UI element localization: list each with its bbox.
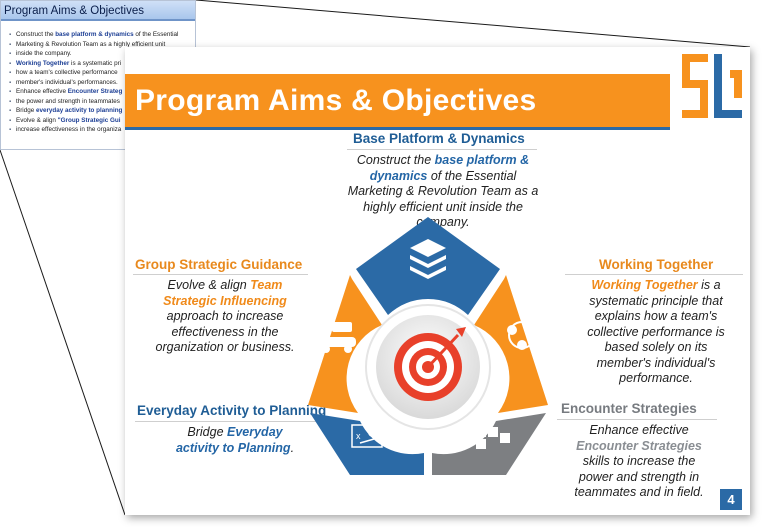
- section-text-working-together: Working Together is a systematic princip…: [587, 278, 725, 385]
- divider: [135, 421, 331, 422]
- section-title-encounter-strategies: Encounter Strategies: [561, 401, 697, 416]
- main-slide[interactable]: Program Aims & Objectives Base Platform …: [125, 47, 750, 515]
- divider: [557, 419, 717, 420]
- thumbnail-bullet: member's individual's performances.: [9, 79, 195, 87]
- thumbnail-bullet: how a team's collective performance: [9, 69, 195, 77]
- title-underline: [125, 127, 670, 130]
- section-text-encounter-strategies: Enhance effective Encounter Strategies s…: [574, 423, 704, 499]
- slide-title: Program Aims & Objectives: [135, 84, 537, 117]
- section-title-everyday-activity: Everyday Activity to Planning: [137, 403, 327, 418]
- team-network-icon: [507, 321, 537, 350]
- puzzle-icon: [476, 427, 510, 449]
- segment-everyday-activity: [310, 413, 424, 475]
- strategy-board-icon: x: [351, 424, 383, 448]
- divider: [565, 274, 743, 275]
- thumbnail-title: Program Aims & Objectives: [1, 1, 195, 21]
- thumbnail-bullet: Evolve & align "Group Strategic Gui: [9, 117, 195, 125]
- section-text-base-platform: Construct the base platform & dynamics o…: [347, 153, 539, 229]
- section-title-group-strategic: Group Strategic Guidance: [135, 257, 303, 272]
- handshake-icon: [320, 322, 356, 353]
- slide-number-badge: 4: [720, 489, 742, 510]
- divider: [133, 274, 308, 275]
- divider: [347, 149, 537, 150]
- thumbnail-bullet: Enhance effective Encounter Strateg: [9, 88, 195, 96]
- thumbnail-bullet: the power and strength in teammates: [9, 98, 195, 106]
- section-title-base-platform: Base Platform & Dynamics: [353, 131, 525, 146]
- segment-working-together: [474, 275, 548, 413]
- thumbnail-bullet: Working Together is a systematic pri: [9, 60, 195, 68]
- title-banner: Program Aims & Objectives: [125, 74, 670, 127]
- pentagon-wheel-diagram: x: [308, 217, 548, 475]
- thumbnail-bullet-list: Construct the base platform & dynamics o…: [9, 31, 195, 136]
- section-title-working-together: Working Together: [599, 257, 714, 272]
- thumbnail-bullet: increase effectiveness in the organiza: [9, 126, 195, 134]
- section-text-group-strategic: Evolve & align Team Strategic Influencin…: [155, 278, 295, 354]
- segment-encounter-strategies: [432, 413, 546, 475]
- thumbnail-bullet: Bridge everyday activity to planning: [9, 107, 195, 115]
- thumbnail-bullet: Marketing & Revolution Team as a highly …: [9, 41, 195, 49]
- section-text-everyday-activity: Bridge Everyday activity to Planning.: [175, 425, 295, 455]
- target-icon: [394, 327, 466, 401]
- layers-icon: [410, 239, 446, 279]
- svg-text:x: x: [356, 431, 361, 441]
- thumbnail-bullet: inside the company.: [9, 50, 195, 58]
- thumbnail-bullet: Construct the base platform & dynamics o…: [9, 31, 195, 39]
- company-logo: [678, 50, 746, 122]
